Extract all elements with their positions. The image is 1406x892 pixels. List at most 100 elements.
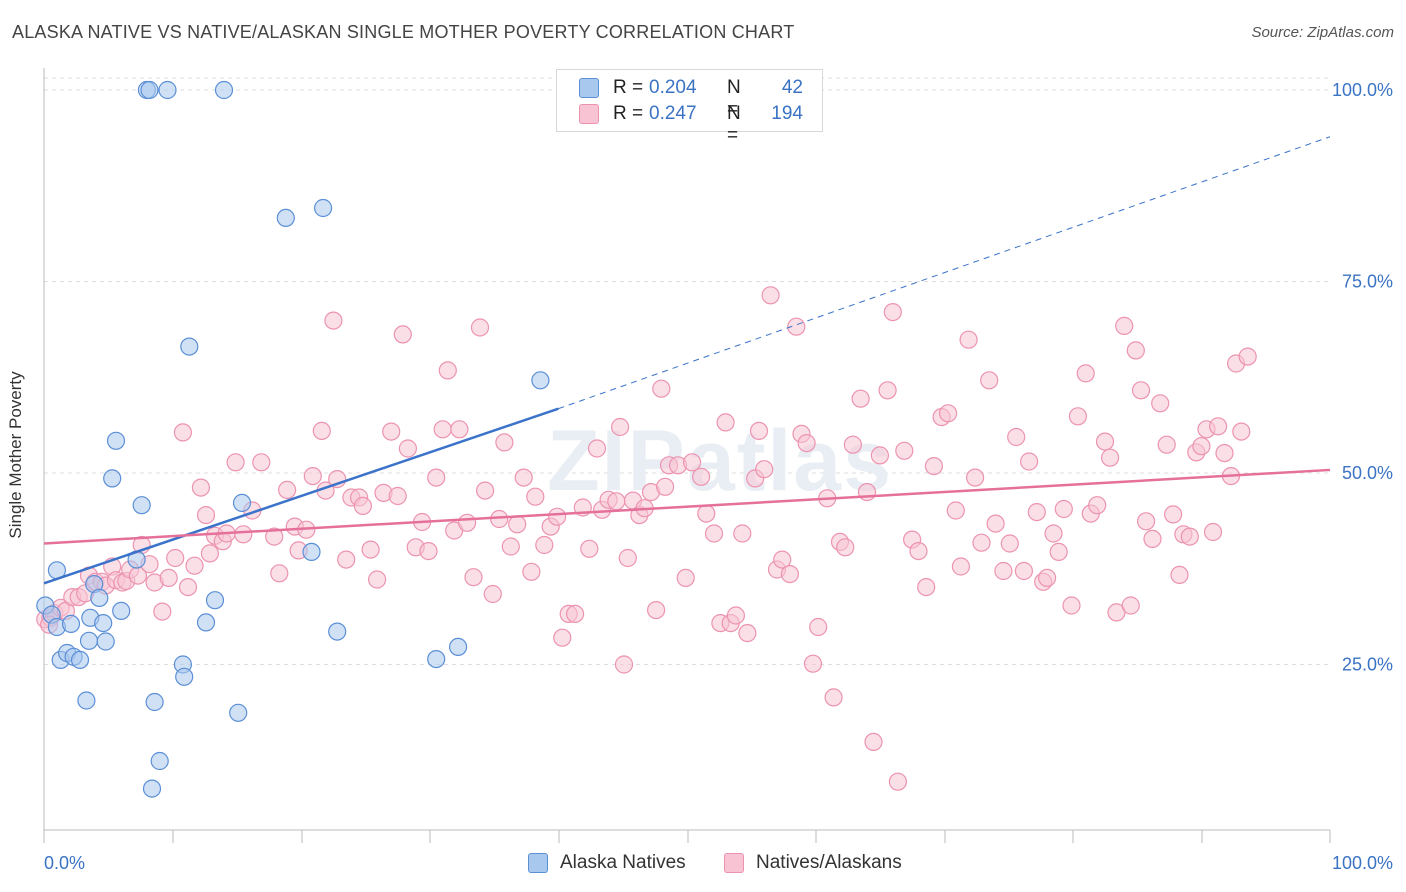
data-point-natives-alaskans <box>946 501 965 520</box>
x-tick-label: 0.0% <box>44 853 85 873</box>
data-point-alaska-natives <box>132 496 151 515</box>
data-point-natives-alaskans <box>1170 565 1189 585</box>
data-point-natives-alaskans <box>522 562 541 581</box>
data-point-natives-alaskans <box>526 487 545 506</box>
data-point-alaska-natives <box>180 337 199 356</box>
data-point-natives-alaskans <box>843 435 863 454</box>
series-natives-alaskans <box>36 286 1257 791</box>
data-point-natives-alaskans <box>265 527 284 546</box>
data-point-natives-alaskans <box>938 404 958 423</box>
n-label: N = <box>727 103 741 146</box>
data-point-natives-alaskans <box>196 505 216 525</box>
data-point-natives-alaskans <box>303 467 322 486</box>
data-point-natives-alaskans <box>749 421 769 440</box>
data-point-natives-alaskans <box>173 423 192 442</box>
source-label: Source: ZipAtlas.com <box>1251 24 1394 41</box>
data-point-natives-alaskans <box>655 477 675 496</box>
data-point-alaska-natives <box>196 613 216 632</box>
data-point-natives-alaskans <box>514 468 533 487</box>
data-point-natives-alaskans <box>797 434 816 453</box>
data-point-natives-alaskans <box>986 514 1005 533</box>
n-value: 194 <box>771 103 803 124</box>
data-point-natives-alaskans <box>1238 347 1257 366</box>
data-point-natives-alaskans <box>773 550 792 569</box>
data-point-natives-alaskans <box>270 564 289 583</box>
data-point-natives-alaskans <box>1151 394 1170 413</box>
data-point-alaska-natives <box>302 542 321 562</box>
n-label: N = <box>727 77 741 120</box>
data-point-natives-alaskans <box>191 478 210 497</box>
data-point-natives-alaskans <box>553 628 572 647</box>
data-point-alaska-natives <box>94 613 113 633</box>
data-point-natives-alaskans <box>361 540 380 559</box>
data-point-natives-alaskans <box>1054 499 1073 519</box>
data-point-natives-alaskans <box>652 379 671 398</box>
data-point-natives-alaskans <box>1100 448 1120 467</box>
data-point-natives-alaskans <box>1062 596 1081 615</box>
data-point-natives-alaskans <box>200 544 219 563</box>
data-point-natives-alaskans <box>178 577 198 597</box>
data-point-alaska-natives <box>276 208 295 227</box>
data-point-alaska-natives <box>175 667 194 686</box>
data-point-natives-alaskans <box>1163 505 1183 524</box>
data-point-alaska-natives <box>427 649 446 669</box>
stats-box: R = 0.204 N = 42 R = 0.247 N = 194 <box>556 69 823 146</box>
data-point-natives-alaskans <box>738 623 757 643</box>
trend-line-alaska-natives <box>43 407 559 585</box>
data-point-natives-alaskans <box>857 483 877 502</box>
data-point-natives-alaskans <box>368 570 387 589</box>
data-point-natives-alaskans <box>924 457 944 476</box>
chart-title: ALASKA NATIVE VS NATIVE/ALASKAN SINGLE M… <box>12 22 795 42</box>
data-point-natives-alaskans <box>965 468 985 487</box>
data-point-natives-alaskans <box>324 311 343 330</box>
data-point-natives-alaskans <box>917 577 936 597</box>
data-point-natives-alaskans <box>419 541 438 561</box>
data-point-natives-alaskans <box>1000 534 1019 553</box>
data-point-natives-alaskans <box>565 604 585 624</box>
legend-swatch-blue <box>528 853 548 873</box>
data-point-natives-alaskans <box>1037 568 1057 588</box>
data-point-natives-alaskans <box>1131 381 1151 400</box>
y-axis-label: Single Mother Poverty <box>6 371 25 539</box>
y-tick-label: 50.0% <box>1342 463 1393 483</box>
data-point-natives-alaskans <box>691 467 711 486</box>
data-point-natives-alaskans <box>450 420 469 439</box>
data-point-natives-alaskans <box>438 361 457 380</box>
data-point-alaska-natives <box>158 80 177 100</box>
data-point-natives-alaskans <box>951 557 971 576</box>
data-point-alaska-natives <box>61 614 81 634</box>
stats-swatch-blue <box>579 78 599 98</box>
legend-item-alaska-natives[interactable]: Alaska Natives <box>528 850 708 876</box>
legend-item-natives-alaskans[interactable]: Natives/Alaskans <box>724 850 924 876</box>
data-point-natives-alaskans <box>883 303 902 322</box>
data-point-natives-alaskans <box>483 584 502 604</box>
data-point-alaska-natives <box>229 703 248 722</box>
n-value: 42 <box>781 77 803 98</box>
data-point-natives-alaskans <box>464 568 483 587</box>
data-point-natives-alaskans <box>1203 522 1223 542</box>
data-point-natives-alaskans <box>787 317 806 336</box>
data-point-natives-alaskans <box>959 330 978 349</box>
data-point-natives-alaskans <box>1232 422 1251 441</box>
data-point-natives-alaskans <box>803 654 823 673</box>
data-point-natives-alaskans <box>755 460 774 479</box>
data-point-natives-alaskans <box>580 539 599 558</box>
data-point-natives-alaskans <box>726 606 746 625</box>
data-point-natives-alaskans <box>697 504 716 523</box>
data-point-natives-alaskans <box>353 496 372 515</box>
data-point-natives-alaskans <box>614 655 634 674</box>
data-point-natives-alaskans <box>895 441 914 460</box>
data-point-natives-alaskans <box>1027 502 1046 522</box>
trend-line-extension-alaska-natives <box>558 136 1331 410</box>
y-tick-label: 75.0% <box>1342 272 1393 292</box>
data-point-natives-alaskans <box>388 486 407 506</box>
data-point-natives-alaskans <box>1215 444 1234 463</box>
data-point-natives-alaskans <box>185 556 204 575</box>
data-point-natives-alaskans <box>610 417 630 437</box>
data-point-natives-alaskans <box>980 371 999 390</box>
data-point-natives-alaskans <box>1049 542 1068 562</box>
data-point-natives-alaskans <box>312 421 331 440</box>
data-point-natives-alaskans <box>458 513 477 532</box>
data-point-natives-alaskans <box>1044 524 1063 543</box>
